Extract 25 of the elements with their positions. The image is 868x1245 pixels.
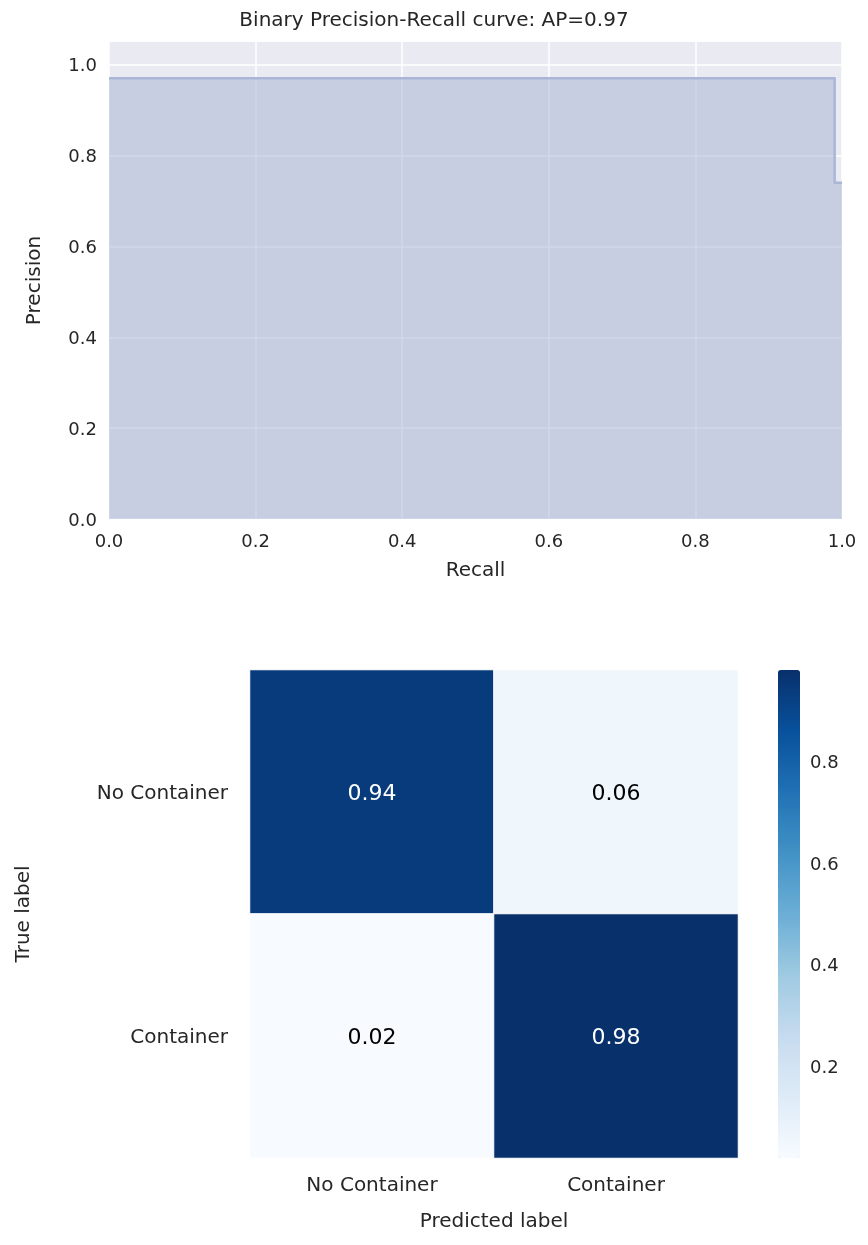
- color-bar-label: 0.6: [810, 852, 839, 874]
- y-axis-title: Precision: [21, 235, 45, 326]
- data-label: 0.02: [347, 1023, 397, 1049]
- y-tick-label: 1.0: [68, 54, 97, 76]
- color-bar-label: 0.2: [810, 1056, 839, 1077]
- x-axis-title: Predicted label: [419, 1208, 569, 1232]
- y-tick-label: 0.8: [68, 145, 97, 167]
- y-tick-label: 0.4: [68, 326, 97, 348]
- color-bar-label: 0.4: [810, 954, 839, 976]
- color-bar-label: 0.8: [810, 751, 839, 772]
- y-tick-label: 0.2: [68, 417, 97, 439]
- x-tick-label: 0.4: [387, 529, 417, 551]
- data-label: 0.94: [347, 779, 397, 805]
- x-tick-label: 0.6: [534, 529, 564, 551]
- x-axis-title: Recall: [445, 557, 506, 581]
- data-label: 0.06: [591, 779, 641, 805]
- x-tick-label: 0.2: [241, 529, 270, 551]
- x-tick-label: 1.0: [827, 529, 857, 551]
- y-tick-label: 0.6: [68, 235, 97, 257]
- y-tick-label: 0.0: [68, 508, 97, 530]
- x-tick-label: 0.0: [94, 529, 124, 551]
- data-label: 0.98: [591, 1023, 641, 1049]
- chart-title: Binary Precision-Recall curve: AP=0.97: [239, 7, 629, 31]
- x-tick-label: 0.8: [681, 529, 710, 551]
- y-axis-title: True label: [10, 865, 34, 964]
